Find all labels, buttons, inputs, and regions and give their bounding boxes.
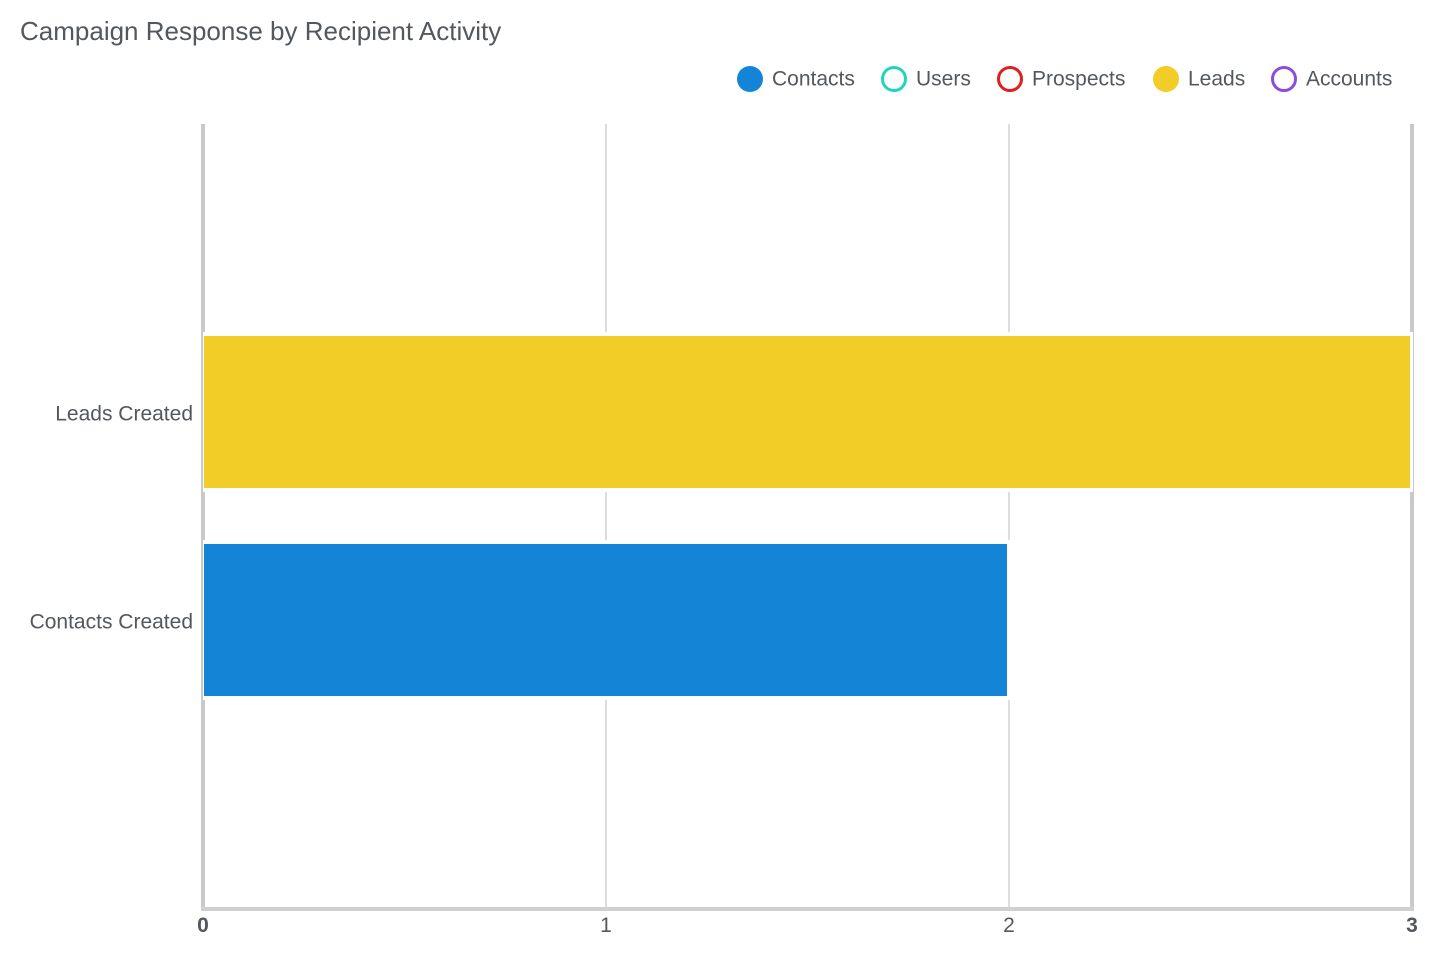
legend-label: Leads bbox=[1188, 68, 1245, 91]
legend-item-users[interactable]: Users bbox=[881, 66, 971, 92]
legend-label: Accounts bbox=[1306, 68, 1392, 91]
legend-marker-icon bbox=[881, 66, 907, 92]
x-tick-label: 3 bbox=[1406, 914, 1418, 937]
y-category-label: Contacts Created bbox=[30, 611, 193, 634]
legend-marker-icon bbox=[1271, 66, 1297, 92]
y-category-label: Leads Created bbox=[55, 403, 193, 426]
axis-layer: 0 1 2 3 Leads Created Contacts Created bbox=[30, 403, 1418, 937]
legend-label: Contacts bbox=[772, 68, 855, 91]
grid-layer bbox=[201, 124, 1414, 909]
legend-label: Users bbox=[916, 68, 971, 91]
legend-marker-icon bbox=[737, 66, 763, 92]
legend-label: Prospects bbox=[1032, 68, 1125, 91]
legend-item-leads[interactable]: Leads bbox=[1153, 66, 1245, 92]
legend-item-contacts[interactable]: Contacts bbox=[737, 66, 855, 92]
legend-marker-icon bbox=[997, 66, 1023, 92]
bar-leads[interactable] bbox=[204, 336, 1410, 488]
x-tick-label: 2 bbox=[1003, 914, 1015, 937]
x-tick-label: 0 bbox=[197, 914, 209, 937]
legend-marker-icon bbox=[1153, 66, 1179, 92]
legend: Contacts Users Prospects Leads Accounts bbox=[737, 66, 1392, 92]
bar-contacts[interactable] bbox=[204, 544, 1007, 696]
legend-item-prospects[interactable]: Prospects bbox=[997, 66, 1126, 92]
bar-layer bbox=[203, 332, 1413, 700]
x-tick-label: 1 bbox=[600, 914, 612, 937]
chart-title: Campaign Response by Recipient Activity bbox=[20, 16, 502, 46]
legend-item-accounts[interactable]: Accounts bbox=[1271, 66, 1393, 92]
